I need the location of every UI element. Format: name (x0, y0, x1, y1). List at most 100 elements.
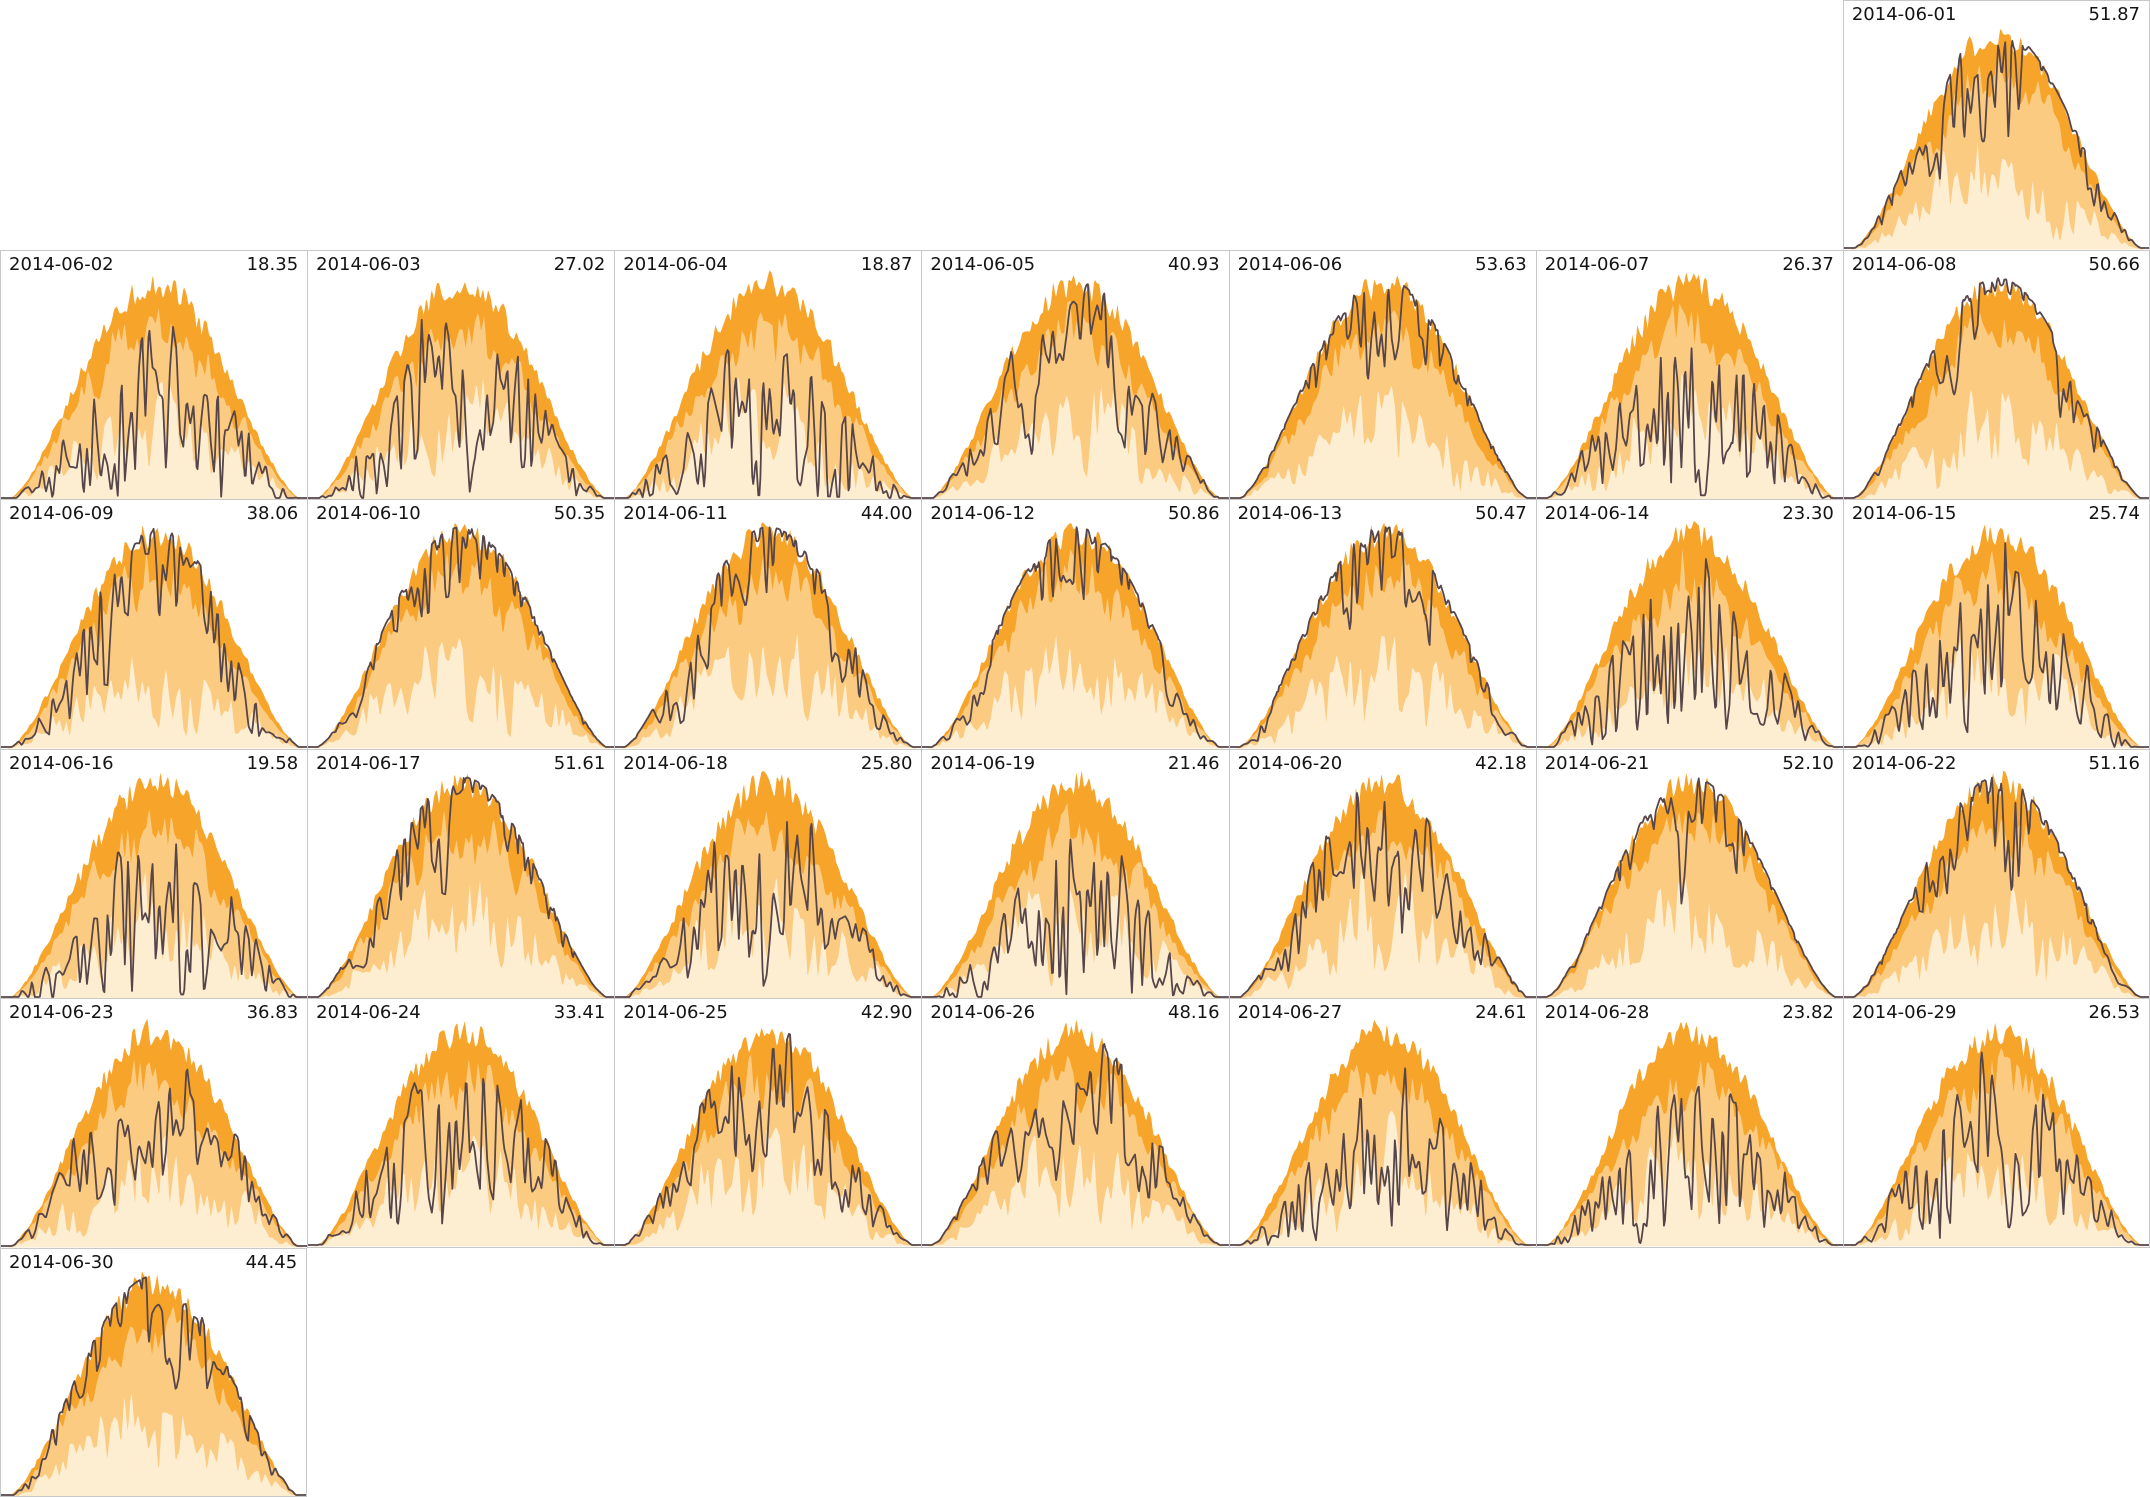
measurement-line (1229, 791, 1536, 998)
day-date-label: 2014-06-14 (1544, 503, 1650, 524)
measurement-line (308, 318, 615, 499)
day-chart (1229, 523, 1536, 749)
lower-envelope-area (308, 879, 615, 998)
day-chart (1229, 1020, 1536, 1247)
middle-envelope-area (922, 1055, 1229, 1247)
day-value-label: 52.10 (1782, 752, 1834, 774)
middle-envelope-area (1843, 817, 2149, 998)
day-panel: 2014-06-27 24.61 (1228, 998, 1536, 1248)
day-panel: 2014-06-25 42.90 (614, 998, 922, 1248)
day-panel: 2014-06-22 51.16 (1842, 748, 2150, 998)
day-date-label: 2014-06-29 (1851, 1002, 1957, 1023)
lower-envelope-area (1229, 635, 1536, 749)
day-value-label: 18.87 (860, 253, 913, 275)
day-date-label: 2014-06-10 (316, 503, 421, 524)
measurement-line (1, 325, 308, 499)
lower-envelope-area (1, 1393, 307, 1496)
day-panel: 2014-06-21 52.10 (1535, 748, 1843, 998)
day-value-label: 40.93 (1168, 253, 1220, 275)
day-chart (922, 770, 1229, 998)
day-chart (1536, 521, 1843, 749)
day-chart (1, 771, 308, 998)
day-chart (1, 1019, 308, 1248)
measurement-line (1229, 526, 1536, 748)
day-chart (922, 274, 1229, 499)
day-date-label: 2014-06-17 (316, 752, 421, 774)
day-panel: 2014-06-13 50.47 (1228, 499, 1536, 749)
day-panel: 2014-06-24 33.41 (307, 998, 615, 1248)
day-value-label: 42.18 (1475, 752, 1527, 774)
day-chart (308, 772, 615, 998)
lower-envelope-area (922, 384, 1229, 499)
day-chart (308, 1021, 615, 1247)
day-chart (615, 270, 922, 499)
lower-envelope-area (1843, 141, 2149, 250)
day-chart (615, 522, 922, 749)
measurement-line (1, 842, 308, 998)
day-panel: 2014-06-19 21.46 (921, 748, 1229, 998)
day-date-label: 2014-06-03 (316, 253, 421, 275)
day-panel: 2014-06-06 53.63 (1228, 249, 1536, 499)
day-date-label: 2014-06-26 (930, 1002, 1036, 1023)
day-date-label: 2014-06-15 (1851, 503, 1957, 524)
day-chart (1536, 1022, 1843, 1247)
measurement-line (1843, 276, 2149, 499)
measurement-line (1843, 1051, 2149, 1246)
lower-envelope-area (615, 1127, 922, 1247)
lower-envelope-area (1536, 633, 1843, 749)
day-date-label: 2014-06-07 (1544, 253, 1650, 275)
lower-envelope-area (922, 635, 1229, 749)
day-value-label: 50.35 (553, 503, 606, 524)
middle-envelope-area (1, 550, 308, 749)
measurement-line (1536, 346, 1843, 499)
day-date-label: 2014-06-22 (1851, 752, 1957, 774)
day-value-label: 24.61 (1475, 1002, 1527, 1023)
day-value-label: 50.66 (2088, 253, 2140, 275)
day-chart (308, 523, 615, 749)
day-date-label: 2014-06-01 (1851, 4, 1957, 25)
lower-envelope-area (1536, 878, 1843, 998)
day-panel: 2014-06-23 36.83 (0, 998, 308, 1248)
day-value-label: 42.90 (860, 1002, 913, 1023)
day-date-label: 2014-06-05 (930, 253, 1036, 275)
measurement-line (615, 1032, 922, 1246)
lower-envelope-area (922, 1135, 1229, 1247)
day-value-label: 27.02 (553, 253, 606, 275)
measurement-line (922, 282, 1229, 499)
day-value-label: 50.47 (1475, 503, 1527, 524)
lower-envelope-area (1229, 385, 1536, 499)
day-chart (1843, 1022, 2149, 1247)
measurement-line (308, 526, 615, 748)
lower-envelope-area (1229, 870, 1536, 998)
day-panel: 2014-06-02 18.35 (0, 249, 308, 499)
lower-envelope-area (308, 637, 615, 749)
measurement-line (1843, 39, 2149, 249)
measurement-line (1229, 284, 1536, 499)
day-panel: 2014-06-07 26.37 (1535, 249, 1843, 499)
lower-envelope-area (1, 657, 308, 749)
day-chart (1229, 773, 1536, 998)
day-panel: 2014-06-20 42.18 (1228, 748, 1536, 998)
day-value-label: 50.86 (1168, 503, 1220, 524)
day-panel: 2014-06-05 40.93 (921, 249, 1229, 499)
day-value-label: 25.80 (860, 752, 913, 774)
day-panel: 2014-06-01 51.87 (1842, 0, 2150, 250)
day-date-label: 2014-06-23 (9, 1002, 114, 1023)
day-panel: 2014-06-09 38.06 (0, 499, 308, 749)
lower-envelope-area (615, 376, 922, 499)
day-panel: 2014-06-16 19.58 (0, 748, 308, 998)
day-chart (615, 770, 922, 998)
day-chart (1536, 772, 1843, 998)
day-chart (1536, 272, 1843, 499)
lower-envelope-area (1, 381, 308, 499)
measurement-line (1, 1275, 307, 1496)
day-date-label: 2014-06-09 (9, 503, 114, 524)
day-panel: 2014-06-08 50.66 (1842, 249, 2150, 499)
lower-envelope-area (615, 877, 922, 998)
lower-envelope-area (308, 1135, 615, 1247)
day-date-label: 2014-06-24 (316, 1002, 421, 1023)
middle-envelope-area (308, 809, 615, 998)
day-date-label: 2014-06-28 (1544, 1002, 1650, 1023)
day-chart (922, 1019, 1229, 1247)
